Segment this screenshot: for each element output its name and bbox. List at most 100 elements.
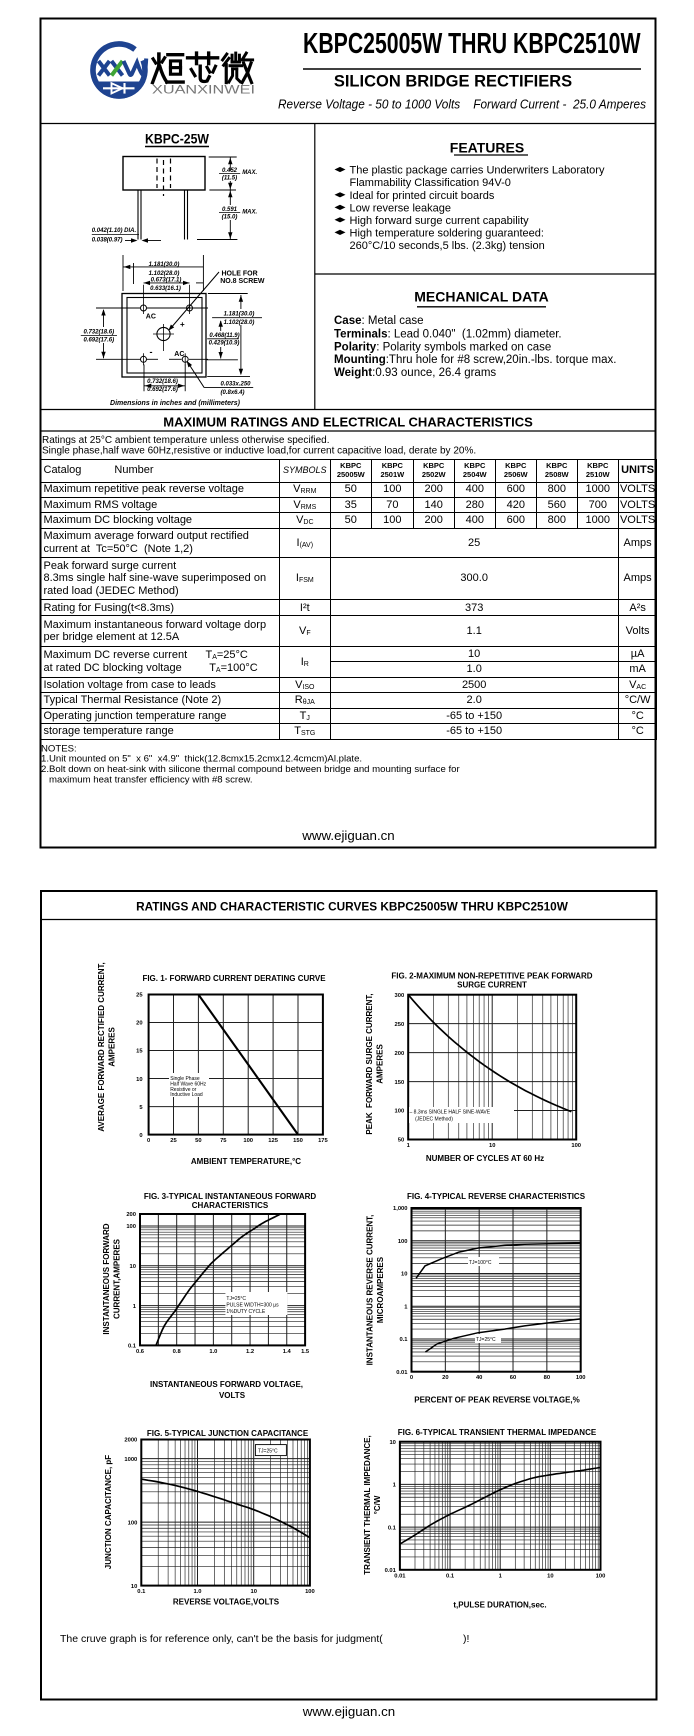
svg-text:KBPC-25W: KBPC-25W	[145, 131, 210, 147]
svg-text:CHARACTERISTICS: CHARACTERISTICS	[192, 1201, 269, 1210]
svg-text:– 8.3ms SINGLE HALF SINE-WAVE: – 8.3ms SINGLE HALF SINE-WAVE	[410, 1110, 491, 1116]
svg-text:10: 10	[130, 1264, 136, 1270]
svg-text:FIG. 3-TYPICAL INSTANTANEOUS F: FIG. 3-TYPICAL INSTANTANEOUS FORWARD	[144, 1192, 317, 1201]
svg-text:(JEDEC Method): (JEDEC Method)	[415, 1117, 453, 1123]
svg-text:0.01: 0.01	[385, 1568, 397, 1574]
svg-text:300: 300	[395, 993, 405, 999]
svg-text:Case: Metal case: Case: Metal case	[334, 315, 424, 327]
svg-text:75: 75	[220, 1138, 227, 1144]
svg-text:MICROAMPERES: MICROAMPERES	[376, 1256, 385, 1323]
svg-text:FIG. 1- FORWARD CURRENT DERATI: FIG. 1- FORWARD CURRENT DERATING CURVE	[142, 974, 326, 983]
svg-text:0.1: 0.1	[446, 1573, 455, 1579]
svg-text:TJ=100°C: TJ=100°C	[469, 1260, 492, 1266]
svg-text:FIG. 6-TYPICAL TRANSIENT THERM: FIG. 6-TYPICAL TRANSIENT THERMAL IMPEDAN…	[398, 1428, 597, 1437]
svg-text:1.0: 1.0	[209, 1349, 217, 1355]
svg-text:0.732(18.6): 0.732(18.6)	[147, 379, 178, 385]
svg-text:1.4: 1.4	[283, 1349, 292, 1355]
svg-text:1,000: 1,000	[393, 1206, 408, 1212]
svg-text:CURRENT,AMPERES: CURRENT,AMPERES	[113, 1238, 122, 1319]
svg-text:200: 200	[395, 1051, 405, 1057]
svg-text:KBPC25005W THRU KBPC2510W: KBPC25005W THRU KBPC2510W	[303, 28, 641, 60]
svg-text:250: 250	[395, 1022, 405, 1028]
svg-text:INSTANTANEOUS FORWARD VOLTAGE,: INSTANTANEOUS FORWARD VOLTAGE,	[150, 1380, 303, 1389]
svg-text:10: 10	[547, 1573, 553, 1579]
svg-text:1.102(28.0): 1.102(28.0)	[149, 271, 180, 277]
svg-text:www.ejiguan.cn: www.ejiguan.cn	[302, 1704, 395, 1719]
svg-text:VOLTS: VOLTS	[219, 1391, 246, 1400]
svg-text:MAX.: MAX.	[242, 170, 257, 176]
svg-text:0.673(17.1): 0.673(17.1)	[151, 278, 182, 284]
svg-text:0.692(17.6): 0.692(17.6)	[83, 338, 114, 344]
svg-text:5: 5	[139, 1105, 143, 1111]
svg-text:Reverse Voltage - 50 to 1000 V: Reverse Voltage - 50 to 1000 Volts Forwa…	[278, 97, 646, 112]
svg-text:PEAK FORWARD SURGE CURRENT,: PEAK FORWARD SURGE CURRENT,	[365, 993, 374, 1134]
svg-text:0: 0	[147, 1138, 150, 1144]
svg-text:Ratings at 25°C ambient temper: Ratings at 25°C ambient temperature unle…	[42, 435, 329, 446]
svg-text:FIG. 4-TYPICAL REVERSE CHARACT: FIG. 4-TYPICAL REVERSE CHARACTERISTICS	[407, 1192, 586, 1201]
svg-text:(0.8x6.4): (0.8x6.4)	[220, 390, 244, 396]
svg-text:40: 40	[476, 1375, 482, 1381]
svg-text:100: 100	[305, 1589, 315, 1595]
svg-text:0.452: 0.452	[222, 168, 238, 174]
svg-text:PULSE WIDTH=300 µs: PULSE WIDTH=300 µs	[226, 1302, 279, 1308]
svg-text:1000: 1000	[124, 1457, 137, 1463]
svg-text:MAX.: MAX.	[242, 210, 257, 216]
svg-text:0.01: 0.01	[394, 1573, 406, 1579]
svg-text:(11.5): (11.5)	[222, 176, 237, 182]
svg-text:1: 1	[407, 1143, 411, 1149]
svg-text:2000: 2000	[124, 1438, 137, 1444]
svg-text:10: 10	[489, 1143, 495, 1149]
svg-text:1: 1	[393, 1483, 397, 1489]
svg-text:AMPERES: AMPERES	[376, 1044, 385, 1084]
svg-text:TRANSIENT THERMAL IMPEDANCE,: TRANSIENT THERMAL IMPEDANCE,	[363, 1435, 372, 1574]
svg-text:HOLE FOR: HOLE FOR	[222, 270, 258, 277]
svg-text:100: 100	[576, 1375, 586, 1381]
svg-text:0.633(16.1): 0.633(16.1)	[150, 286, 181, 292]
svg-text:FIG. 2-MAXIMUM NON-REPETITIVE: FIG. 2-MAXIMUM NON-REPETITIVE PEAK FORWA…	[391, 972, 592, 981]
svg-text:0.01: 0.01	[396, 1370, 408, 1376]
svg-text:10: 10	[401, 1272, 407, 1278]
svg-text:AC: AC	[146, 314, 156, 321]
svg-text:10: 10	[131, 1584, 137, 1590]
svg-text:1.5: 1.5	[301, 1349, 310, 1355]
svg-text:100: 100	[128, 1520, 138, 1526]
svg-text:260°C/10 seconds,5 lbs. (2.3kg: 260°C/10 seconds,5 lbs. (2.3kg) tension	[350, 240, 545, 252]
svg-text:PERCENT OF PEAK REVERSE VOLTAG: PERCENT OF PEAK REVERSE VOLTAGE,%	[414, 1395, 580, 1404]
svg-text:maximum heat transfer efficien: maximum heat transfer efficiency with #8…	[41, 774, 253, 785]
svg-text:High temperature soldering gua: High temperature soldering guaranteed:	[350, 227, 544, 239]
svg-text:1: 1	[499, 1573, 503, 1579]
svg-text:0: 0	[410, 1375, 413, 1381]
svg-text:200: 200	[126, 1212, 136, 1218]
svg-text:SILICON BRIDGE RECTIFIERS: SILICON BRIDGE RECTIFIERS	[334, 72, 572, 90]
svg-text:RATINGS AND CHARACTERISTIC CUR: RATINGS AND CHARACTERISTIC CURVES KBPC25…	[136, 900, 569, 914]
svg-text:Mounting:Thru hole for #8 scre: Mounting:Thru hole for #8 screw,20in.-lb…	[334, 354, 616, 366]
svg-text:10: 10	[136, 1077, 142, 1083]
svg-text:Ideal for printed circuit boar: Ideal for printed circuit boards	[350, 190, 495, 202]
svg-text:100: 100	[596, 1573, 606, 1579]
svg-text:1.102(28.0): 1.102(28.0)	[224, 320, 255, 326]
svg-text:MECHANICAL DATA: MECHANICAL DATA	[414, 289, 549, 305]
svg-text:XUANXINWEI: XUANXINWEI	[152, 83, 255, 97]
svg-text:TJ=25°C: TJ=25°C	[226, 1296, 246, 1302]
svg-text:TJ=25°C: TJ=25°C	[476, 1337, 496, 1343]
svg-text:1.Unit mounted on 5" x 6" x4: 1.Unit mounted on 5" x 6" x4.9" thick(12…	[41, 754, 362, 765]
svg-text:0.468(11.9): 0.468(11.9)	[209, 333, 239, 339]
svg-text:FIG. 5-TYPICAL JUNCTION CAPACI: FIG. 5-TYPICAL JUNCTION CAPACITANCE	[147, 1429, 309, 1438]
svg-text:25: 25	[136, 993, 143, 999]
svg-text:Resistive or: Resistive or	[170, 1087, 196, 1093]
svg-text:REVERSE VOLTAGE,VOLTS: REVERSE VOLTAGE,VOLTS	[173, 1598, 280, 1607]
svg-text:150: 150	[395, 1080, 405, 1086]
svg-text:25: 25	[170, 1138, 177, 1144]
svg-text:1: 1	[133, 1304, 137, 1310]
svg-text:Dimensions in inches and (mill: Dimensions in inches and (millimeters)	[110, 400, 241, 407]
svg-text:AMBIENT TEMPERATURE,°C: AMBIENT TEMPERATURE,°C	[191, 1157, 301, 1166]
svg-text:SURGE CURRENT: SURGE CURRENT	[457, 981, 527, 990]
svg-text:Polarity: Polarity symbols mar: Polarity: Polarity symbols marked on cas…	[334, 342, 551, 354]
svg-text:0.033x.250: 0.033x.250	[220, 382, 251, 388]
svg-text:100: 100	[243, 1138, 253, 1144]
svg-text:0.038(0.97): 0.038(0.97)	[92, 237, 123, 243]
svg-text:20: 20	[442, 1375, 448, 1381]
svg-text:60: 60	[510, 1375, 516, 1381]
svg-text:0.1: 0.1	[399, 1337, 408, 1343]
svg-text:100: 100	[571, 1143, 581, 1149]
